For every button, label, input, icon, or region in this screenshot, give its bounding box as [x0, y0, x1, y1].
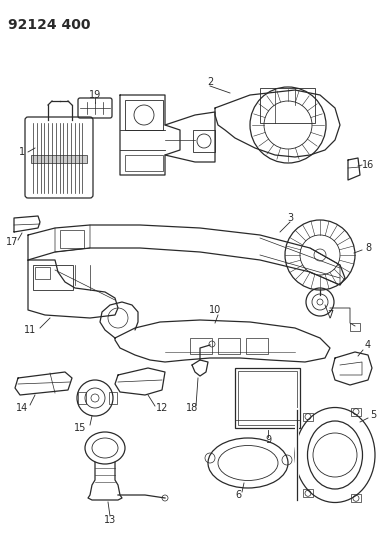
- Text: 7: 7: [327, 310, 333, 320]
- Text: 8: 8: [365, 243, 371, 253]
- Bar: [193, 130, 215, 152]
- Text: 17: 17: [6, 237, 18, 247]
- Bar: [350, 323, 360, 331]
- Text: 15: 15: [74, 423, 86, 433]
- Text: 19: 19: [89, 90, 101, 100]
- Bar: [35, 267, 50, 279]
- Bar: [235, 368, 300, 428]
- Text: 12: 12: [156, 403, 168, 413]
- Bar: [218, 338, 240, 354]
- Text: 2: 2: [207, 77, 213, 87]
- Bar: [78, 392, 86, 404]
- Text: 92124 400: 92124 400: [8, 18, 90, 32]
- Bar: [190, 338, 212, 354]
- Text: 13: 13: [104, 515, 116, 525]
- Bar: [246, 338, 268, 354]
- Bar: [260, 88, 315, 123]
- Bar: [125, 100, 163, 130]
- Text: 5: 5: [370, 410, 376, 420]
- Text: 14: 14: [16, 403, 28, 413]
- Bar: [109, 392, 117, 404]
- Text: 1: 1: [19, 147, 25, 157]
- Bar: [33, 265, 73, 290]
- Bar: [303, 489, 313, 497]
- Bar: [125, 155, 163, 171]
- Bar: [351, 494, 361, 502]
- Bar: [303, 413, 313, 421]
- Bar: [31, 155, 87, 163]
- Text: 6: 6: [235, 490, 241, 500]
- Text: 18: 18: [186, 403, 198, 413]
- Bar: [60, 230, 84, 248]
- Text: 16: 16: [362, 160, 374, 170]
- Bar: [351, 408, 361, 416]
- Bar: [238, 371, 297, 425]
- Text: 4: 4: [365, 340, 371, 350]
- Text: 9: 9: [265, 435, 271, 445]
- Bar: [295, 408, 299, 502]
- Text: 10: 10: [209, 305, 221, 315]
- Text: 11: 11: [24, 325, 36, 335]
- Text: 3: 3: [287, 213, 293, 223]
